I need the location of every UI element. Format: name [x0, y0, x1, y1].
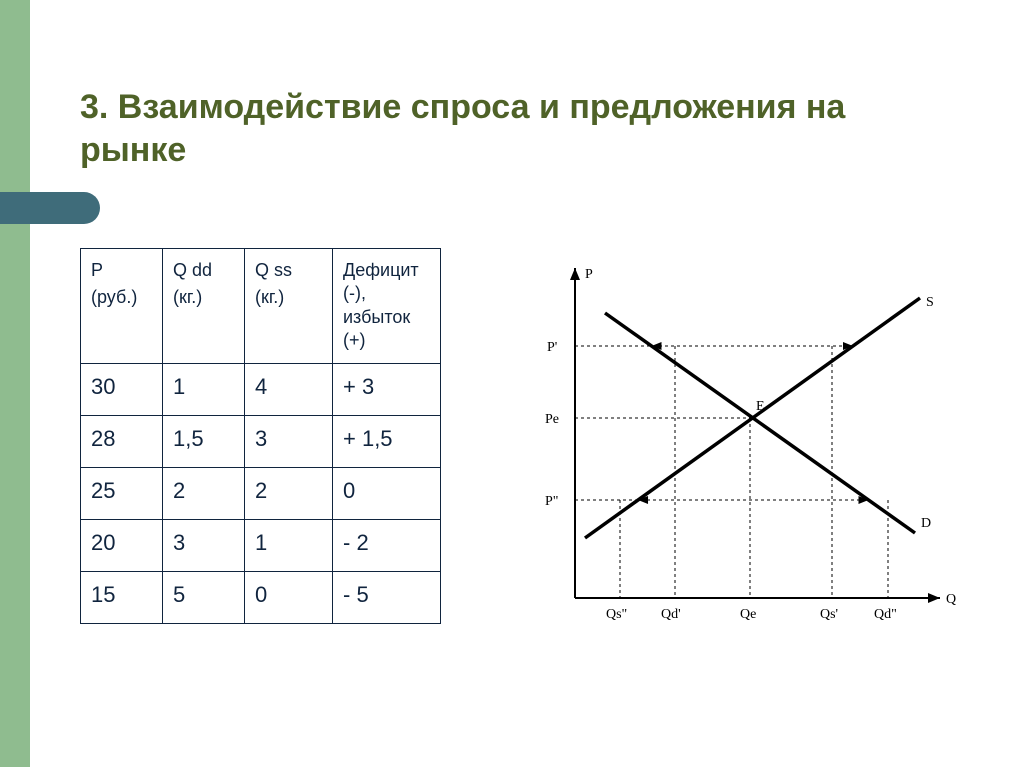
- col-header-price: P (руб.): [81, 249, 163, 364]
- cell: 25: [81, 467, 163, 519]
- cell: 1: [245, 519, 333, 571]
- table-row: 30 1 4 + 3: [81, 363, 441, 415]
- data-table: P (руб.) Q dd (кг.) Q ss (кг.) Дефицит (…: [80, 248, 441, 624]
- table-row: 28 1,5 3 + 1,5: [81, 415, 441, 467]
- pill-decoration: [0, 192, 100, 224]
- col-header-deficit: Дефицит (-), избыток (+): [333, 249, 441, 364]
- svg-text:Qd": Qd": [874, 607, 897, 622]
- svg-text:Qs': Qs': [820, 607, 838, 622]
- svg-text:D: D: [921, 516, 931, 531]
- col-header-qss: Q ss (кг.): [245, 249, 333, 364]
- col-header-sub: избыток (+): [343, 307, 410, 350]
- cell: 3: [245, 415, 333, 467]
- cell: 20: [81, 519, 163, 571]
- table-row: 15 5 0 - 5: [81, 571, 441, 623]
- cell: + 1,5: [333, 415, 441, 467]
- col-header-sub: (кг.): [255, 286, 322, 309]
- cell: 28: [81, 415, 163, 467]
- cell: 15: [81, 571, 163, 623]
- svg-text:Pe: Pe: [545, 412, 559, 427]
- chart-svg: P Q S D E P' Pe P" Qs" Qd' Qe Qs' Qd": [520, 258, 960, 658]
- data-table-wrap: P (руб.) Q dd (кг.) Q ss (кг.) Дефицит (…: [80, 248, 441, 624]
- cell: 1: [163, 363, 245, 415]
- svg-text:Q: Q: [946, 592, 956, 607]
- slide: 3. Взаимодействие спроса и предложения н…: [0, 0, 1024, 767]
- col-header-text: Дефицит (-),: [343, 260, 419, 303]
- col-header-sub: (руб.): [91, 286, 152, 309]
- cell: - 5: [333, 571, 441, 623]
- cell: 0: [245, 571, 333, 623]
- svg-text:Qd': Qd': [661, 607, 681, 622]
- col-header-text: P: [91, 260, 103, 280]
- col-header-text: Q dd: [173, 260, 212, 280]
- slide-title: 3. Взаимодействие спроса и предложения н…: [80, 86, 880, 171]
- cell: 5: [163, 571, 245, 623]
- cell: 2: [163, 467, 245, 519]
- svg-text:P: P: [585, 267, 593, 282]
- cell: - 2: [333, 519, 441, 571]
- cell: 0: [333, 467, 441, 519]
- cell: 4: [245, 363, 333, 415]
- svg-text:P': P': [547, 340, 557, 355]
- cell: 30: [81, 363, 163, 415]
- table-header-row: P (руб.) Q dd (кг.) Q ss (кг.) Дефицит (…: [81, 249, 441, 364]
- col-header-sub: (кг.): [173, 286, 234, 309]
- svg-text:P": P": [545, 494, 559, 509]
- cell: 1,5: [163, 415, 245, 467]
- table-row: 20 3 1 - 2: [81, 519, 441, 571]
- cell: + 3: [333, 363, 441, 415]
- table-row: 25 2 2 0: [81, 467, 441, 519]
- cell: 3: [163, 519, 245, 571]
- supply-demand-chart: P Q S D E P' Pe P" Qs" Qd' Qe Qs' Qd": [520, 258, 960, 658]
- svg-text:Qe: Qe: [740, 607, 756, 622]
- accent-bar: [0, 0, 30, 767]
- col-header-text: Q ss: [255, 260, 292, 280]
- svg-text:Qs": Qs": [606, 607, 627, 622]
- cell: 2: [245, 467, 333, 519]
- svg-text:S: S: [926, 295, 934, 310]
- svg-text:E: E: [756, 399, 765, 414]
- col-header-qdd: Q dd (кг.): [163, 249, 245, 364]
